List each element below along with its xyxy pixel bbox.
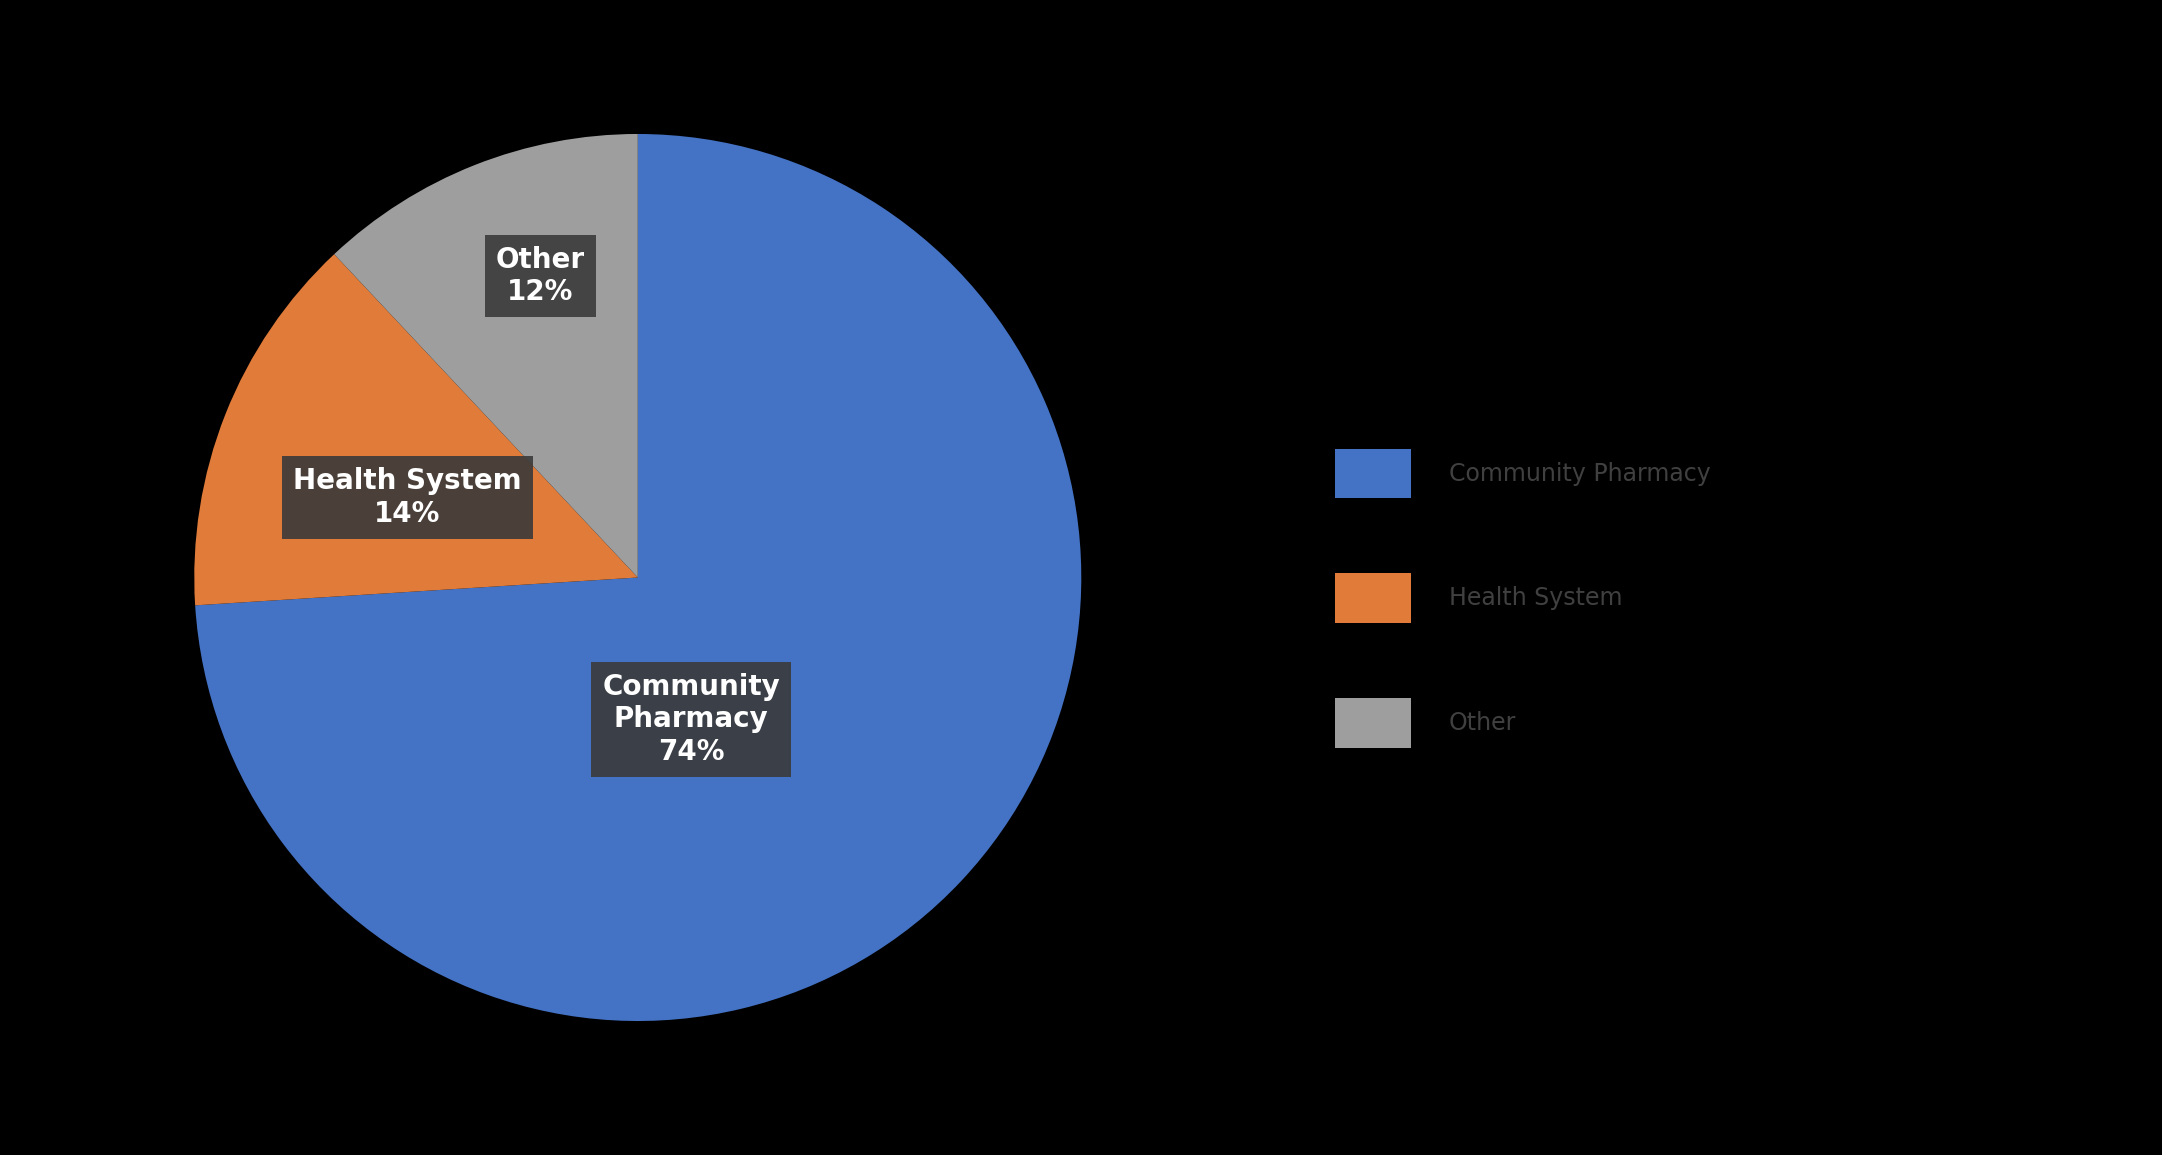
Bar: [1336, 698, 1412, 748]
Text: Health System
14%: Health System 14%: [292, 468, 521, 528]
Text: Other
12%: Other 12%: [495, 246, 584, 306]
Bar: [1336, 573, 1412, 624]
Text: Health System: Health System: [1449, 587, 1622, 610]
Text: Community
Pharmacy
74%: Community Pharmacy 74%: [603, 673, 780, 766]
Bar: [1336, 448, 1412, 499]
Text: Community Pharmacy: Community Pharmacy: [1449, 462, 1710, 485]
Text: Other: Other: [1449, 711, 1516, 735]
Wedge shape: [335, 134, 638, 578]
Wedge shape: [195, 134, 1081, 1021]
Wedge shape: [195, 254, 638, 605]
